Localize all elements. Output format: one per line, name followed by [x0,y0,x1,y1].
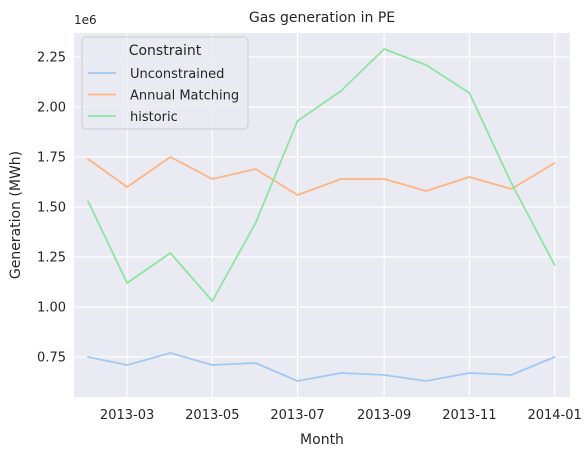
x-tick-label: 2013-11 [442,408,496,423]
legend: Constraint Unconstrained Annual Matching h… [81,36,249,130]
legend-label: Unconstrained [130,67,224,82]
chart-title: Gas generation in PE [249,10,395,26]
series-line-historic [87,48,556,302]
legend-title: Constraint [129,43,202,59]
y-tick-label: 1.00 [37,301,66,316]
y-axis-label: Generation (MWh) [8,151,24,279]
y-tick-label: 1.50 [37,201,66,216]
y-axis-ticks: 0.75 1.00 1.25 1.50 1.75 2.00 2.25 [37,51,66,366]
y-tick-label: 0.75 [37,351,66,366]
x-tick-label: 2013-09 [357,408,411,423]
x-axis-ticks: 2013-03 2013-05 2013-07 2013-09 2013-11 2014-… [100,408,582,423]
series-lines [87,48,556,382]
x-axis-label: Month [300,432,344,448]
series-line-unconstrained [87,352,556,382]
x-tick-label: 2013-07 [270,408,324,423]
series-line-annual-matching [87,156,556,196]
legend-items: Unconstrained Annual Matching historic [88,67,239,125]
x-tick-label: 2013-03 [100,408,154,423]
legend-label: Annual Matching [130,89,239,104]
y-tick-label: 2.00 [37,101,66,116]
y-tick-label: 1.25 [37,251,66,266]
grid [74,33,570,397]
y-tick-label: 2.25 [37,51,66,66]
x-tick-label: 2014-01 [527,408,581,423]
y-tick-label: 1.75 [37,151,66,166]
x-tick-label: 2013-05 [185,408,239,423]
y-offset-label: 1e6 [74,13,97,27]
legend-label: historic [130,110,178,125]
legend-box [81,36,249,130]
